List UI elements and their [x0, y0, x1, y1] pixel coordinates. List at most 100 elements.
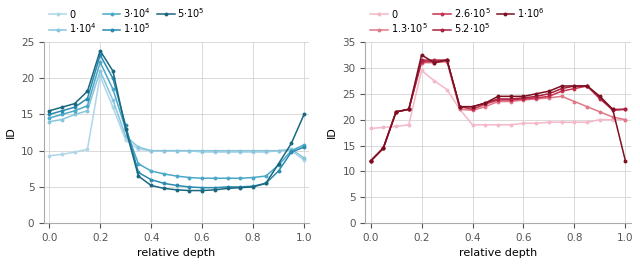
$1{\cdot}10^5$ — [45, 113, 53, 116]
$1{\cdot}10^4$ — [84, 109, 92, 112]
$0$ — [109, 106, 116, 109]
$1.3{\cdot}10^5$ — [558, 95, 566, 98]
$5{\cdot}10^5$ — [71, 102, 79, 105]
$1{\cdot}10^4$ — [224, 149, 232, 152]
$0$ — [532, 122, 540, 125]
$1{\cdot}10^4$ — [173, 149, 180, 152]
$0$ — [173, 149, 180, 152]
$1.3{\cdot}10^5$ — [596, 110, 604, 114]
$1{\cdot}10^5$ — [58, 109, 66, 112]
$1.3{\cdot}10^5$ — [456, 108, 463, 111]
$1{\cdot}10^4$ — [237, 149, 244, 152]
$1{\cdot}10^4$ — [134, 145, 142, 149]
$1{\cdot}10^4$ — [160, 149, 168, 152]
$1{\cdot}10^4$ — [198, 149, 206, 152]
$1{\cdot}10^5$ — [134, 171, 142, 174]
$0$ — [443, 88, 451, 91]
$5{\cdot}10^5$ — [287, 142, 295, 145]
$1{\cdot}10^4$ — [96, 69, 104, 73]
$3{\cdot}10^4$ — [45, 116, 53, 120]
$5{\cdot}10^5$ — [237, 186, 244, 189]
Y-axis label: ID: ID — [327, 127, 337, 138]
$2.6{\cdot}10^5$ — [367, 159, 374, 163]
$5{\cdot}10^5$ — [109, 69, 116, 73]
$1{\cdot}10^4$ — [249, 149, 257, 152]
$2.6{\cdot}10^5$ — [456, 105, 463, 108]
$1{\cdot}10^6$ — [621, 159, 629, 163]
Line: $2.6{\cdot}10^5$: $2.6{\cdot}10^5$ — [369, 58, 627, 163]
$3{\cdot}10^4$ — [160, 172, 168, 176]
$5.2{\cdot}10^5$ — [609, 109, 616, 112]
$0$ — [71, 150, 79, 154]
$0$ — [494, 123, 502, 126]
$1{\cdot}10^6$ — [431, 61, 438, 64]
$0$ — [160, 149, 168, 152]
$2.6{\cdot}10^5$ — [468, 108, 476, 111]
$1.3{\cdot}10^5$ — [468, 109, 476, 112]
$5.2{\cdot}10^5$ — [380, 147, 387, 150]
$5{\cdot}10^5$ — [224, 187, 232, 190]
$5.2{\cdot}10^5$ — [584, 84, 591, 88]
$1{\cdot}10^5$ — [96, 53, 104, 56]
$1{\cdot}10^6$ — [571, 84, 579, 88]
$0$ — [58, 153, 66, 156]
$0$ — [468, 123, 476, 126]
$0$ — [275, 149, 282, 152]
$5.2{\cdot}10^5$ — [545, 92, 553, 95]
$5{\cdot}10^5$ — [147, 184, 155, 187]
$2.6{\cdot}10^5$ — [431, 60, 438, 63]
$5{\cdot}10^5$ — [249, 185, 257, 188]
$3{\cdot}10^4$ — [249, 176, 257, 179]
$1.3{\cdot}10^5$ — [520, 98, 527, 102]
$3{\cdot}10^4$ — [186, 176, 193, 179]
$1{\cdot}10^6$ — [380, 147, 387, 150]
Line: $0$: $0$ — [47, 74, 306, 162]
$0$ — [584, 121, 591, 124]
$0$ — [147, 149, 155, 152]
$3{\cdot}10^4$ — [300, 143, 308, 147]
$1{\cdot}10^5$ — [173, 184, 180, 187]
$5{\cdot}10^5$ — [122, 127, 129, 130]
$5{\cdot}10^5$ — [262, 182, 269, 185]
$1{\cdot}10^4$ — [71, 113, 79, 116]
Line: $3{\cdot}10^4$: $3{\cdot}10^4$ — [47, 60, 306, 180]
$5.2{\cdot}10^5$ — [443, 59, 451, 62]
$0$ — [84, 148, 92, 151]
Line: $1{\cdot}10^4$: $1{\cdot}10^4$ — [47, 69, 306, 160]
$2.6{\cdot}10^5$ — [494, 98, 502, 102]
$5{\cdot}10^5$ — [84, 90, 92, 93]
$3{\cdot}10^4$ — [147, 169, 155, 173]
$1{\cdot}10^5$ — [300, 145, 308, 149]
$2.6{\cdot}10^5$ — [558, 89, 566, 93]
$3{\cdot}10^4$ — [58, 113, 66, 116]
Y-axis label: ID: ID — [6, 127, 15, 138]
Line: $0$: $0$ — [369, 69, 627, 130]
$1.3{\cdot}10^5$ — [443, 60, 451, 63]
$1{\cdot}10^6$ — [584, 84, 591, 88]
$5{\cdot}10^5$ — [173, 188, 180, 191]
$2.6{\cdot}10^5$ — [584, 84, 591, 88]
$0$ — [134, 148, 142, 151]
$2.6{\cdot}10^5$ — [443, 59, 451, 62]
$3{\cdot}10^4$ — [198, 177, 206, 180]
$1{\cdot}10^5$ — [84, 97, 92, 100]
$1{\cdot}10^5$ — [160, 182, 168, 185]
$2.6{\cdot}10^5$ — [392, 110, 400, 114]
$1{\cdot}10^5$ — [275, 169, 282, 173]
$1{\cdot}10^6$ — [507, 95, 515, 98]
$1{\cdot}10^6$ — [418, 53, 426, 56]
$5{\cdot}10^5$ — [275, 162, 282, 165]
$2.6{\cdot}10^5$ — [621, 108, 629, 111]
$1{\cdot}10^6$ — [367, 159, 374, 163]
$3{\cdot}10^4$ — [71, 109, 79, 112]
$1{\cdot}10^4$ — [186, 149, 193, 152]
$5.2{\cdot}10^5$ — [431, 59, 438, 62]
$1{\cdot}10^5$ — [211, 186, 219, 189]
$5{\cdot}10^5$ — [211, 188, 219, 191]
$1{\cdot}10^5$ — [71, 106, 79, 109]
$1{\cdot}10^4$ — [275, 149, 282, 152]
$0$ — [558, 121, 566, 124]
$5{\cdot}10^5$ — [58, 106, 66, 109]
$1{\cdot}10^6$ — [520, 95, 527, 98]
$0$ — [456, 108, 463, 111]
